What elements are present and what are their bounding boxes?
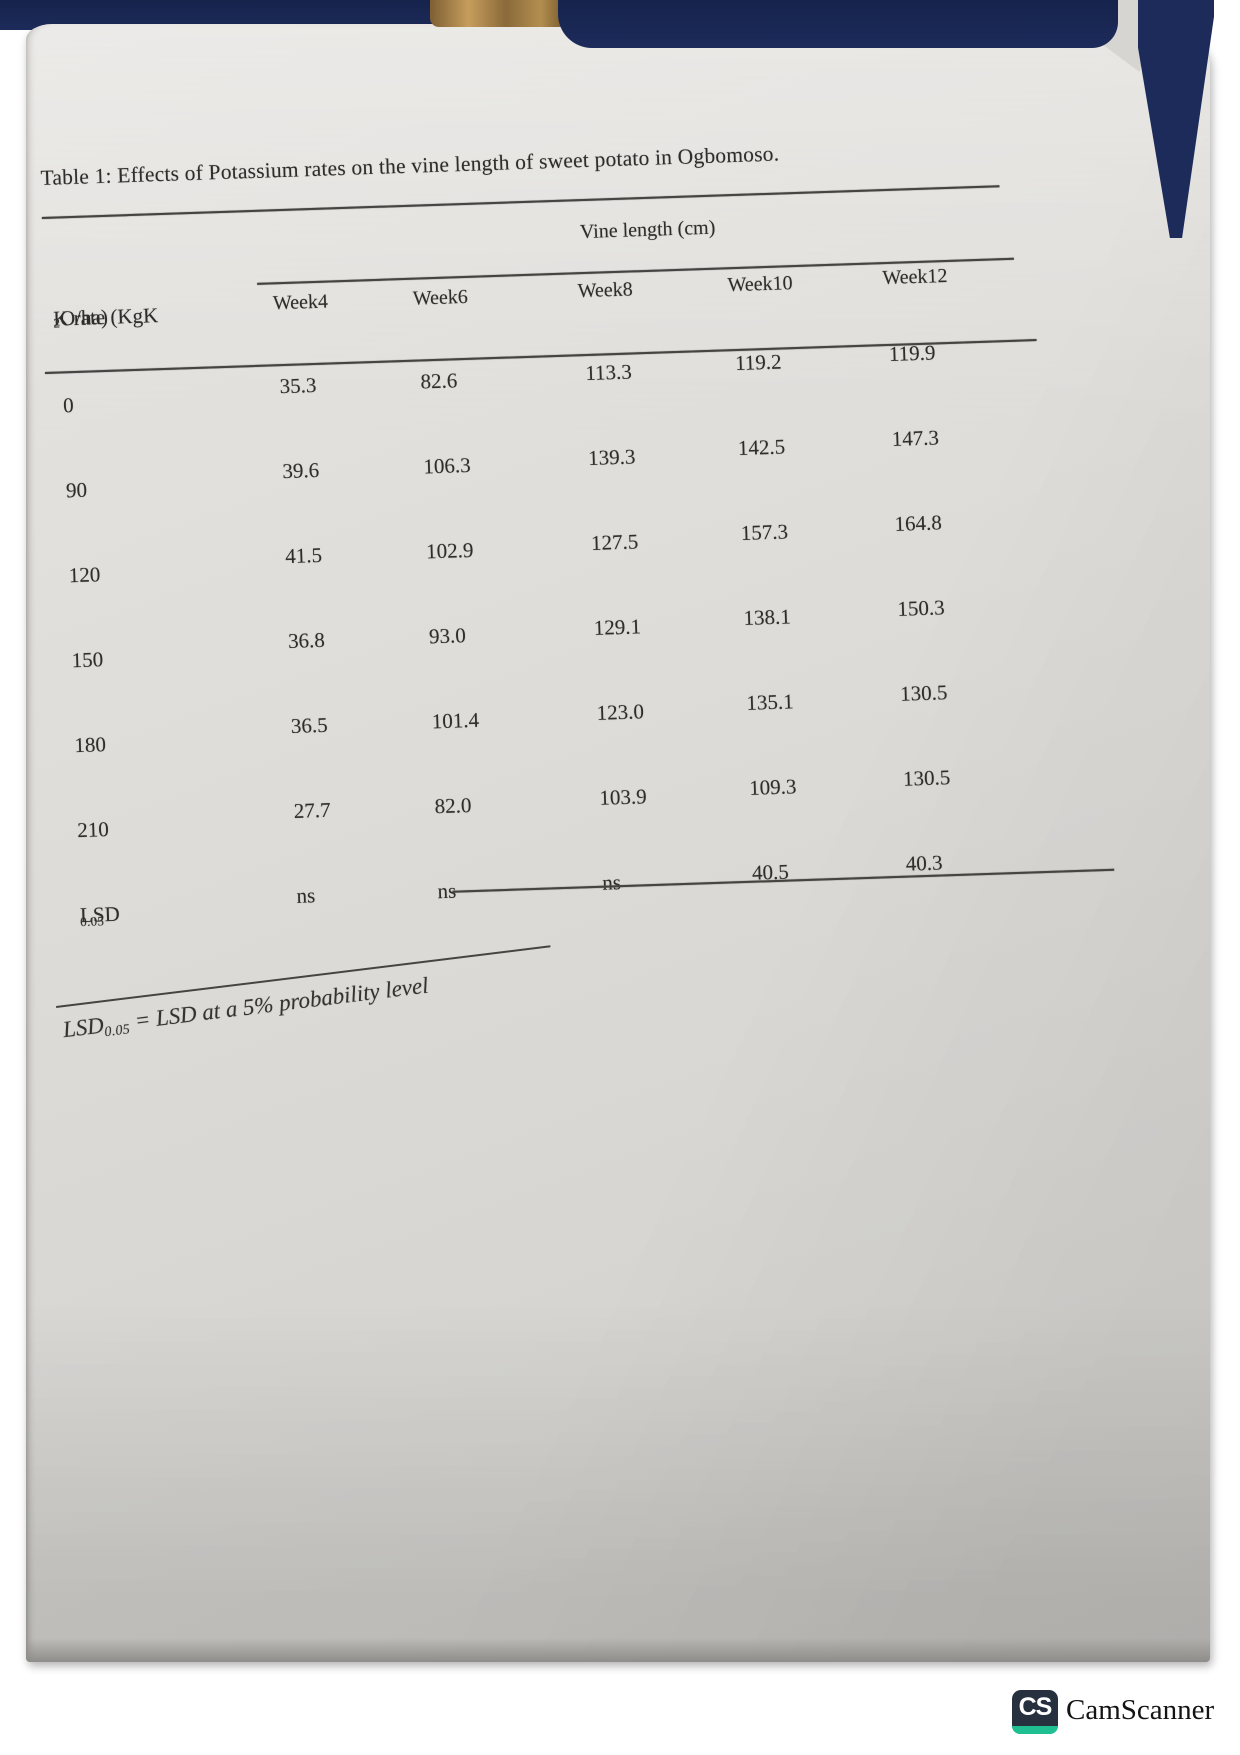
row-label: 0 [62,393,75,418]
cell-week8: 113.3 [584,359,633,386]
cell-week4: 27.7 [293,797,331,823]
cell-week10: 109.3 [748,774,797,800]
cell-week10: 135.1 [745,689,795,715]
cell-week12: 150.3 [896,595,945,621]
cell-week8: 127.5 [590,529,639,555]
row-label: 210 [76,817,110,843]
camscanner-logo-green-bar [1012,1726,1058,1734]
cell-week6: 82.6 [420,368,458,394]
table-content: Table 1: Effects of Potassium rates on t… [40,124,1169,1060]
rule-under-title [41,185,1000,219]
cell-week6: 102.9 [425,537,474,564]
cell-week8: 103.9 [599,784,648,810]
cell-week10: 142.5 [737,434,786,461]
camscanner-cs-text: CS [1018,1693,1053,1721]
wood-object [430,0,568,27]
lsd-label: LSD 0.05 [80,902,120,930]
cell-week12: 119.9 [888,340,936,366]
row-label: 120 [68,562,101,588]
cell-week6: 93.0 [428,623,467,649]
camscanner-brand-text: CamScanner [1066,1694,1215,1726]
cell-week12: 40.3 [905,850,943,876]
week8-header: Week8 [577,278,634,303]
cell-week8: 129.1 [593,614,642,640]
footnote-lsd-sub: 0.05 [103,1022,131,1041]
k-rate-header-post: O/ha) [59,304,109,331]
paper-bottom-edge-shadow [26,1638,1210,1662]
cell-week8: 123.0 [596,699,645,725]
row-label: 150 [71,647,104,673]
k-rate-header: K rate (KgK 2 O/ha) [53,303,159,331]
cell-week4: 39.6 [282,457,320,484]
cell-week4: 36.5 [290,712,329,738]
cell-week6: 106.3 [422,452,471,479]
week10-header: Week10 [727,272,793,297]
week12-header: Week12 [882,264,948,290]
row-label: 180 [74,732,107,758]
cell-week4: 41.5 [284,542,323,569]
cell-week10: 157.3 [740,519,789,545]
cell-week4: 36.8 [287,627,326,654]
footnote-lsd: LSD [61,1012,106,1043]
lsd-label-main: LSD [79,901,121,928]
cell-week12: 147.3 [891,425,940,451]
cell-week12: 164.8 [894,510,943,536]
week6-header: Week6 [412,285,469,310]
background-top-band-right [558,0,1118,48]
cell-week10: 138.1 [743,604,792,630]
row-label: 90 [65,477,88,503]
cell-week6: 101.4 [431,707,480,734]
cell-week8: 139.3 [587,444,636,470]
cell-week4: ns [296,883,316,908]
week4-header: Week4 [272,290,329,315]
cell-week12: 130.5 [899,680,948,706]
cell-week10: 119.2 [734,349,782,376]
camscanner-logo-icon: CS [1012,1690,1058,1734]
column-group-header: Vine length (cm) [579,216,716,244]
cell-week6: 82.0 [434,793,472,819]
cell-week12: 130.5 [902,765,951,791]
cell-week8: ns [601,870,622,895]
cell-week4: 35.3 [279,372,317,399]
